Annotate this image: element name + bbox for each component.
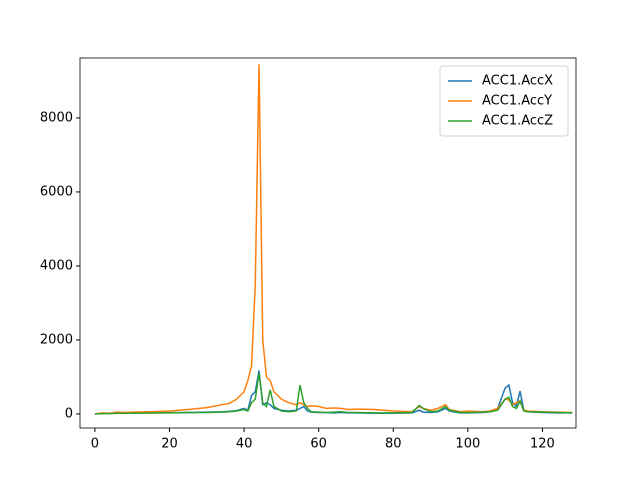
x-tick-label: 0 [91, 437, 99, 452]
y-tick-label: 4000 [40, 258, 73, 273]
y-tick-label: 6000 [40, 184, 73, 199]
plot-frame [79, 57, 577, 429]
data-line [94, 373, 573, 415]
x-tick-label: 100 [455, 437, 480, 452]
x-tick-label: 40 [236, 437, 253, 452]
y-tick-label: 2000 [40, 332, 73, 347]
legend-box [439, 65, 569, 137]
x-tick-label: 80 [385, 437, 402, 452]
legend-label: ACC1.AccX [482, 74, 553, 89]
data-line [94, 64, 573, 415]
x-tick-label: 20 [161, 437, 178, 452]
y-tick-label: 8000 [40, 110, 73, 125]
legend-label: ACC1.AccZ [482, 114, 553, 129]
x-tick-label: 120 [530, 437, 555, 452]
x-tick-label: 60 [310, 437, 327, 452]
legend-label: ACC1.AccY [482, 94, 552, 109]
y-tick-label: 0 [65, 406, 73, 421]
